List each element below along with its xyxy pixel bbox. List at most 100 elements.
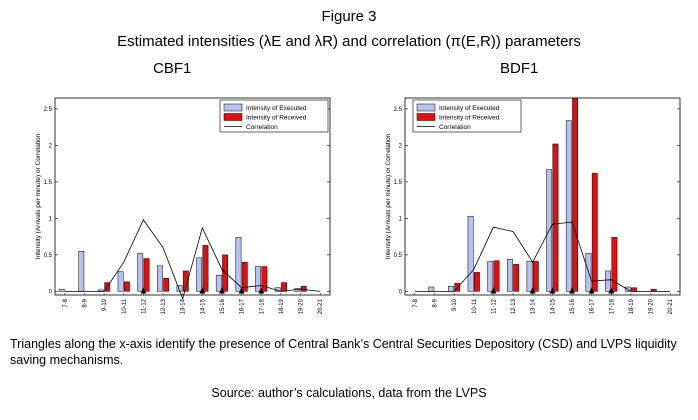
csd-triangle-marker xyxy=(608,287,615,294)
legend-swatch xyxy=(416,113,436,121)
legend-label: Correlation xyxy=(246,124,278,131)
csd-triangle-marker xyxy=(218,287,225,294)
correlation-line xyxy=(64,219,321,300)
bar-received xyxy=(300,285,307,292)
bar-received xyxy=(611,237,618,292)
bar-received xyxy=(281,282,287,292)
bar-received xyxy=(241,261,248,292)
bar-executed xyxy=(428,286,435,292)
x-tick-label: 20-21 xyxy=(668,298,674,314)
x-tick-label: 16-17 xyxy=(240,298,246,314)
chart-title-cbf1: CBF1 xyxy=(153,60,192,77)
bar-received xyxy=(631,287,637,292)
x-tick-label: 14-15 xyxy=(200,298,206,314)
legend-label: Intensity of Received xyxy=(439,115,500,122)
y-axis-title: Intensity (Arrivals per minute) or Corre… xyxy=(35,133,42,259)
legend-label: Intensity of Executed xyxy=(439,105,500,112)
csd-triangle-marker xyxy=(529,287,536,294)
y-tick-label: 1 xyxy=(49,216,53,222)
bar-received xyxy=(572,97,579,292)
x-tick-label: 18-19 xyxy=(279,298,285,314)
plot-frame xyxy=(54,97,331,296)
bar-received xyxy=(532,261,539,292)
x-tick-label: 10-11 xyxy=(472,298,478,314)
bar-executed xyxy=(605,270,611,292)
chart-cbf1: Intensity (Arrivals per minute) or Corre… xyxy=(35,97,331,314)
bar-executed xyxy=(117,271,124,292)
legend-label: Correlation xyxy=(439,124,471,131)
bar-executed xyxy=(487,261,494,292)
x-tick-label: 19-20 xyxy=(649,298,655,314)
bar-received xyxy=(182,270,189,292)
footnote: Triangles along the x-axis identify the … xyxy=(10,337,677,367)
x-tick-label: 19-20 xyxy=(299,298,305,314)
legend-swatch xyxy=(416,103,436,112)
legend-label: Intensity of Executed xyxy=(246,105,307,112)
chart-title-bdf1: BDF1 xyxy=(500,60,539,77)
legend-label: Intensity of Received xyxy=(246,115,307,122)
y-tick-label: 2 xyxy=(399,143,403,149)
csd-triangle-marker xyxy=(490,287,497,294)
legend-swatch xyxy=(223,113,243,121)
x-tick-label: 10-11 xyxy=(122,298,128,314)
x-tick-label: 13-14 xyxy=(181,298,187,314)
x-tick-label: 8-9 xyxy=(432,298,438,307)
source-note: Source: author’s calculations, data from… xyxy=(211,386,487,400)
bar-executed xyxy=(506,258,513,292)
x-tick-label: 16-17 xyxy=(590,298,596,314)
csd-triangle-marker xyxy=(568,287,575,294)
bar-executed xyxy=(255,266,261,292)
y-tick-label: 1.5 xyxy=(394,180,403,186)
x-tick-label: 7-8 xyxy=(63,298,69,307)
x-tick-label: 20-21 xyxy=(318,298,324,314)
y-tick-label: 2.5 xyxy=(394,107,403,113)
bar-received xyxy=(513,264,520,292)
bar-executed xyxy=(215,275,222,292)
bar-executed xyxy=(78,250,85,292)
x-tick-label: 12-13 xyxy=(511,298,517,314)
bar-executed xyxy=(58,288,65,292)
y-tick-label: 1.5 xyxy=(44,180,53,186)
bar-executed xyxy=(467,215,474,292)
x-tick-label: 9-10 xyxy=(102,298,108,311)
x-tick-label: 11-12 xyxy=(491,298,497,314)
csd-triangle-marker xyxy=(199,287,206,294)
csd-triangle-marker xyxy=(258,287,265,294)
plot-frame xyxy=(404,97,681,296)
bar-received xyxy=(222,254,229,292)
bar-executed xyxy=(565,120,572,292)
bar-received xyxy=(552,143,559,292)
bar-received xyxy=(591,172,598,292)
x-tick-label: 8-9 xyxy=(82,298,88,307)
bar-executed xyxy=(235,237,242,292)
y-tick-label: 0.5 xyxy=(44,253,53,259)
bar-received xyxy=(202,245,209,292)
x-tick-label: 11-12 xyxy=(141,298,147,314)
csd-triangle-marker xyxy=(140,287,147,294)
csd-triangle-marker xyxy=(588,287,595,294)
x-tick-label: 15-16 xyxy=(220,298,226,314)
bar-received xyxy=(474,272,480,292)
x-tick-label: 13-14 xyxy=(531,298,537,314)
y-tick-label: 2 xyxy=(49,143,53,149)
bar-executed xyxy=(448,285,454,292)
bar-received xyxy=(143,258,150,292)
csd-triangle-marker xyxy=(238,287,245,294)
y-tick-label: 0.5 xyxy=(394,253,403,259)
bar-received xyxy=(124,281,130,292)
chart-bdf1: Intensity (Arrivals per minute) or Corre… xyxy=(385,97,681,314)
bar-executed xyxy=(156,265,163,292)
x-tick-label: 9-10 xyxy=(452,298,458,311)
bar-executed xyxy=(137,253,144,292)
x-tick-label: 14-15 xyxy=(550,298,556,314)
correlation-line xyxy=(414,221,671,292)
csd-triangle-marker xyxy=(549,287,556,294)
bar-received xyxy=(493,260,500,292)
x-tick-label: 17-18 xyxy=(609,298,615,314)
bar-received xyxy=(163,277,170,292)
x-tick-label: 15-16 xyxy=(570,298,576,314)
y-tick-label: 0 xyxy=(49,289,53,295)
x-tick-label: 7-8 xyxy=(413,298,419,307)
y-tick-label: 1 xyxy=(399,216,403,222)
x-tick-label: 17-18 xyxy=(259,298,265,314)
